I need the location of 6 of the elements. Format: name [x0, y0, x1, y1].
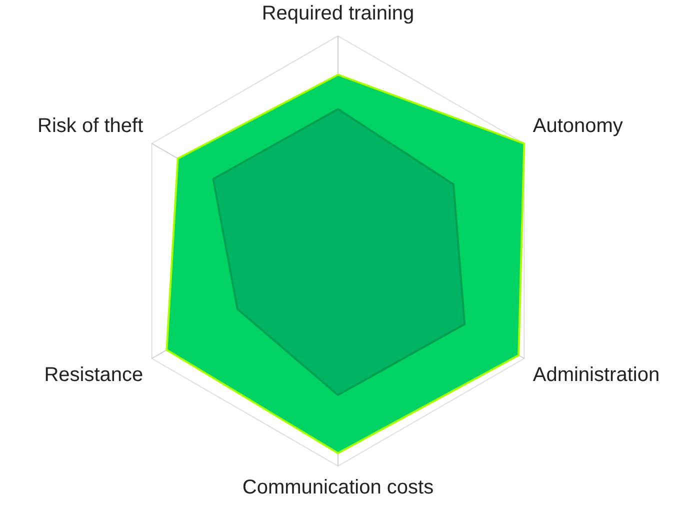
spoke-label: Administration [532, 364, 660, 386]
spoke-label: Autonomy [532, 115, 623, 138]
spoke-label: Resistance [44, 364, 144, 386]
spoke-label: Risk of theft [38, 115, 144, 138]
spoke-label: Required training [262, 2, 414, 25]
spoke-label: Communication costs [242, 476, 434, 499]
